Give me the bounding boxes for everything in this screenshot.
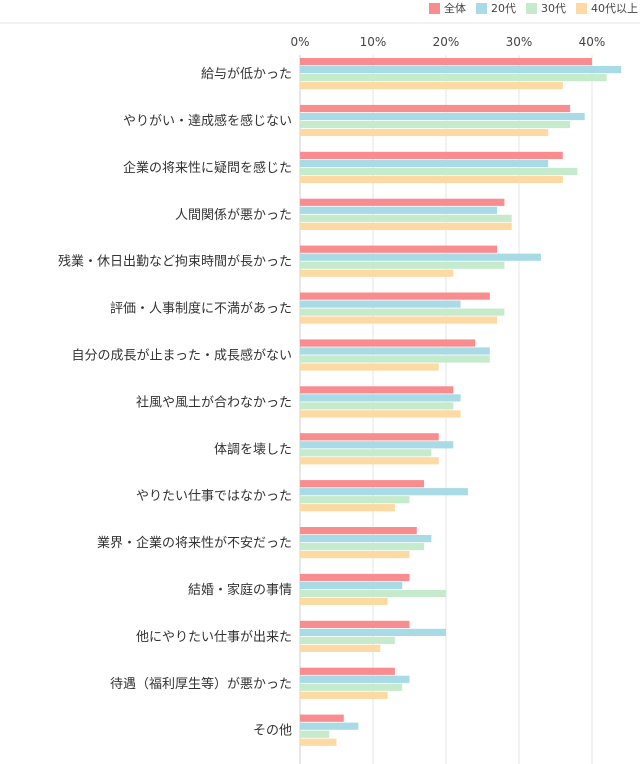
legend-label: 全体 bbox=[444, 2, 466, 15]
category-label: やりたい仕事ではなかった bbox=[136, 489, 292, 504]
bar bbox=[300, 730, 330, 738]
bar bbox=[300, 573, 410, 582]
category-label: 業界・企業の将来性が不安だった bbox=[97, 535, 292, 551]
bar bbox=[300, 253, 541, 261]
bar bbox=[300, 292, 490, 300]
bar bbox=[300, 597, 388, 606]
legend-item-all: 全体 bbox=[429, 0, 466, 16]
category-label: 他にやりたい仕事が出来た bbox=[136, 630, 292, 645]
bar bbox=[300, 82, 563, 90]
bar bbox=[300, 222, 512, 230]
legend-swatch bbox=[429, 2, 440, 14]
bar bbox=[300, 347, 490, 355]
bar bbox=[300, 66, 622, 74]
bar bbox=[300, 628, 446, 636]
bar bbox=[300, 551, 410, 559]
bar bbox=[300, 300, 461, 308]
legend-label: 20代 bbox=[491, 2, 516, 15]
bar bbox=[300, 441, 454, 449]
category-label: 自分の成長が止まった・成長感がない bbox=[72, 348, 292, 364]
bar bbox=[300, 402, 454, 410]
legend-swatch bbox=[576, 2, 587, 14]
bar bbox=[300, 543, 425, 551]
bar bbox=[300, 457, 439, 465]
category-label: やりがい・達成感を感じない bbox=[123, 113, 292, 129]
bar bbox=[300, 620, 410, 628]
bar bbox=[300, 449, 432, 457]
legend-swatch bbox=[526, 2, 537, 14]
legend-item-20s: 20代 bbox=[476, 0, 516, 16]
bar bbox=[300, 261, 505, 269]
bar bbox=[300, 159, 549, 167]
bar bbox=[300, 433, 439, 441]
category-label: 結婚・家庭の事情 bbox=[188, 582, 292, 598]
bar bbox=[300, 206, 498, 214]
legend-swatch bbox=[476, 2, 487, 14]
bar bbox=[300, 316, 498, 324]
bar bbox=[300, 683, 403, 691]
bar bbox=[300, 128, 549, 137]
category-label: 評価・人事制度に不満があった bbox=[110, 301, 292, 317]
bar bbox=[300, 198, 505, 206]
bar bbox=[300, 527, 417, 535]
bar bbox=[300, 535, 432, 543]
bar bbox=[300, 504, 395, 512]
bar bbox=[300, 496, 410, 504]
legend-item-40s-plus: 40代以上 bbox=[576, 0, 638, 16]
bar bbox=[300, 644, 381, 652]
bar bbox=[300, 488, 468, 496]
x-tick-label: 30% bbox=[506, 35, 533, 49]
bar bbox=[300, 339, 476, 347]
bar bbox=[300, 691, 388, 699]
bar bbox=[300, 214, 512, 222]
bar bbox=[300, 58, 592, 66]
legend-label: 30代 bbox=[541, 2, 566, 15]
bar bbox=[300, 151, 563, 159]
bar bbox=[300, 167, 578, 175]
bar bbox=[300, 675, 410, 683]
bar bbox=[300, 363, 439, 371]
chart-legend: 全体 20代 30代 40代以上 bbox=[429, 0, 638, 16]
category-label: 残業・休日出勤など拘束時間が長かった bbox=[58, 254, 292, 270]
bar bbox=[300, 394, 461, 402]
x-tick-label: 40% bbox=[579, 35, 606, 49]
bar bbox=[300, 104, 571, 113]
bar bbox=[300, 175, 563, 183]
x-tick-label: 20% bbox=[433, 35, 460, 49]
x-tick-label: 10% bbox=[360, 35, 387, 49]
bar bbox=[300, 410, 461, 418]
legend-label: 40代以上 bbox=[591, 2, 638, 15]
bar bbox=[300, 738, 337, 746]
bar bbox=[300, 120, 571, 129]
category-label: 体調を壊した bbox=[214, 442, 292, 457]
bar bbox=[300, 355, 490, 363]
bar bbox=[300, 308, 505, 316]
bar bbox=[300, 386, 454, 394]
category-label: 企業の将来性に疑問を感じた bbox=[123, 160, 292, 176]
category-label: 社風や風土が合わなかった bbox=[136, 394, 292, 410]
bar bbox=[300, 667, 395, 675]
bar bbox=[300, 581, 403, 590]
bar bbox=[300, 269, 454, 277]
category-label: 人間関係が悪かった bbox=[175, 208, 292, 223]
bar bbox=[300, 636, 395, 644]
x-tick-label: 0% bbox=[290, 35, 309, 49]
bar bbox=[300, 714, 344, 722]
bar bbox=[300, 589, 446, 598]
category-label: 給与が低かった bbox=[201, 67, 292, 82]
bar bbox=[300, 480, 425, 488]
bar bbox=[300, 112, 585, 121]
bar bbox=[300, 245, 498, 253]
legend-item-30s: 30代 bbox=[526, 0, 566, 16]
bar bbox=[300, 74, 607, 82]
category-label: その他 bbox=[253, 724, 292, 739]
category-label: 待遇（福利厚生等）が悪かった bbox=[110, 676, 292, 692]
bar bbox=[300, 722, 359, 730]
